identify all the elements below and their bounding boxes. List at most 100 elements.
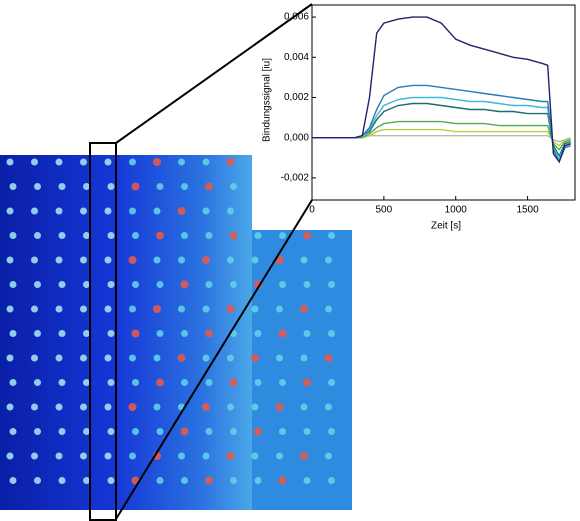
array-spot [279,379,286,386]
array-spot [128,403,137,411]
array-spot [278,476,287,485]
array-spot [80,354,87,362]
array-spot [156,183,164,190]
array-spot [153,305,161,313]
array-spot [178,305,185,313]
array-spot [205,232,213,239]
array-spot [31,207,38,215]
array-spot [254,330,262,337]
array-spot [205,329,213,338]
array-spot [226,452,235,460]
array-spot [325,452,332,460]
array-spot [230,183,237,190]
array-spot [83,428,90,435]
array-spot [254,232,262,239]
array-spot [153,403,161,411]
array-spot [9,379,17,386]
array-spot [31,256,38,264]
microarray-image [0,155,352,510]
array-spot [107,183,115,190]
array-spot [58,232,66,239]
array-spot [83,281,90,288]
array-spot [34,281,41,288]
x-axis-title: Zeit [s] [431,221,461,232]
array-spot [181,183,188,190]
array-spot [254,379,262,386]
array-spot [328,232,335,239]
array-spot [205,379,213,386]
array-spot [178,452,185,460]
array-right [252,230,352,510]
array-spot [104,452,112,460]
array-spot [325,403,332,411]
array-spot [104,305,112,313]
array-spot [55,158,63,166]
array-spot [205,428,213,435]
array-spot [328,477,335,484]
array-spot [6,207,14,215]
array-spot [328,428,335,435]
array-spot [227,207,234,215]
array-spot [132,379,139,386]
x-tick-label: 1000 [445,205,468,216]
array-spot [251,256,259,264]
array-spot [34,477,41,484]
array-spot [55,256,63,264]
y-axis-title: Bindungssignal [iu] [262,58,273,142]
array-spot [132,428,139,435]
array-spot [107,232,115,239]
array-spot [325,305,332,313]
array-spot [129,354,136,362]
array-spot [205,182,213,191]
array-spot [156,378,164,387]
array-spot [131,329,140,338]
array-spot [181,379,188,386]
array-spot [303,281,311,288]
array-spot [107,281,115,288]
y-tick-label: 0,000 [284,132,309,143]
array-spot [205,476,213,485]
array-spot [58,477,66,484]
array-spot [31,403,38,411]
array-spot [227,354,234,362]
array-spot [107,477,115,484]
array-spot [202,305,210,313]
array-spot [279,232,286,239]
array-spot [230,281,237,288]
array-spot [31,452,38,460]
array-spot [104,207,112,215]
array-spot [31,305,38,313]
y-tick-label: 0,006 [284,12,309,23]
array-spot [202,452,210,460]
array-spot [107,330,115,337]
array-spot [275,403,284,411]
array-spot [9,281,17,288]
array-spot [6,256,14,264]
array-spot [303,330,311,337]
array-spot [34,379,41,386]
zoom-line [115,3,313,144]
array-spot [9,232,17,239]
array-spot [251,305,259,313]
array-spot [80,158,87,166]
array-spot [279,281,286,288]
x-tick-label: 1500 [516,205,539,216]
array-spot [276,305,283,313]
x-tick-label: 500 [376,205,393,216]
array-spot [9,477,17,484]
array-spot [9,183,17,190]
array-spot [34,183,41,190]
array-spot [324,354,333,362]
array-spot [34,428,41,435]
array-spot [6,452,14,460]
array-spot [303,378,311,387]
array-spot [328,379,335,386]
array-spot [6,403,14,411]
array-spot [129,158,136,166]
array-spot [279,428,286,435]
array-spot [181,232,188,239]
array-spot [153,207,161,215]
array-spot [132,232,139,239]
array-spot [328,281,335,288]
